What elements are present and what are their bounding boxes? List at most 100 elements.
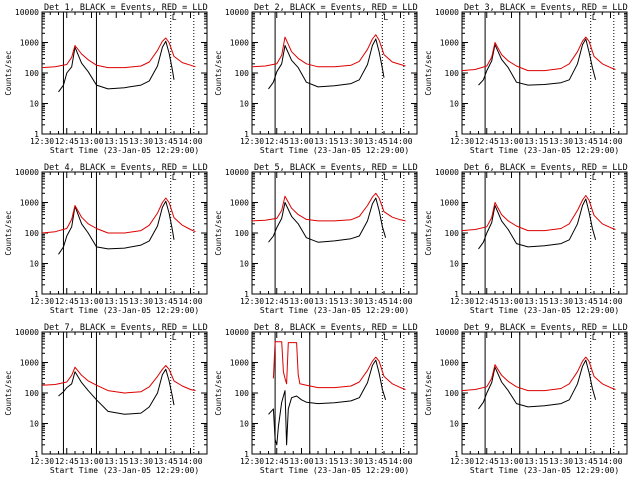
- chart-4-title: Det 4, BLACK = Events, RED = LLD: [44, 163, 208, 173]
- chart-6-ytick-label: 1: [454, 290, 459, 299]
- chart-8-ytick-label: 10: [239, 420, 249, 429]
- chart-2-xtick-label: 13:00: [289, 137, 313, 146]
- chart-7-series-red: [41, 365, 196, 394]
- chart-3-series-black: [478, 38, 597, 86]
- chart-4-ytick-label: 100: [25, 229, 40, 238]
- chart-4-xtick-label: 13:30: [129, 297, 153, 306]
- chart-2-panel: Det 2, BLACK = Events, RED = LLD 1 10 100 10…: [214, 3, 418, 155]
- chart-3-ytick-label: 1000: [440, 39, 459, 48]
- chart-7-xlabel: Start Time (23-Jan-05 12:29:00): [50, 466, 199, 475]
- chart-9-ytick-label: 10: [449, 420, 459, 429]
- chart-6-marker-label: L: [592, 173, 597, 182]
- chart-2-ytick-label: 100: [235, 69, 250, 78]
- chart-7-xtick-label: 12:45: [55, 457, 79, 466]
- chart-8-title: Det 8, BLACK = Events, RED = LLD: [254, 323, 418, 333]
- chart-7-ytick-label: 10000: [15, 328, 39, 337]
- chart-8-ytick-label: 1000: [230, 359, 249, 368]
- chart-8-xtick-label: 13:00: [289, 457, 313, 466]
- chart-3-series-red: [461, 36, 616, 72]
- chart-1-ytick-label: 10: [29, 100, 39, 109]
- chart-5-ytick-label: 10000: [225, 168, 249, 177]
- chart-1-series-red: [41, 37, 196, 69]
- chart-4-xlabel: Start Time (23-Jan-05 12:29:00): [50, 306, 199, 315]
- chart-9-xtick-label: 12:45: [475, 457, 499, 466]
- chart-8-series-red: [272, 341, 406, 390]
- chart-5-marker-label: L: [383, 173, 388, 182]
- chart-5-panel: Det 5, BLACK = Events, RED = LLD 1 10 100 10…: [214, 163, 418, 315]
- chart-7-panel: Det 7, BLACK = Events, RED = LLD 1 10 100 10…: [4, 323, 208, 475]
- chart-1-xtick-label: 13:45: [154, 137, 178, 146]
- chart-3-xtick-label: 13:30: [549, 137, 573, 146]
- chart-8-xtick-label: 12:45: [265, 457, 289, 466]
- chart-8-marker-label: L: [383, 333, 388, 342]
- chart-7-ylabel: Counts/sec: [4, 370, 13, 415]
- chart-2-series-red: [251, 34, 406, 68]
- chart-2-xlabel: Start Time (23-Jan-05 12:29:00): [260, 146, 409, 155]
- chart-2-xtick-label: 14:00: [388, 137, 412, 146]
- chart-5-xtick-label: 13:45: [364, 297, 388, 306]
- chart-5-series-red: [251, 192, 406, 222]
- chart-1-xtick-label: 13:30: [129, 137, 153, 146]
- chart-3-panel: Det 3, BLACK = Events, RED = LLD 1 10 100 10…: [424, 3, 628, 155]
- chart-9-ytick-label: 1: [454, 450, 459, 459]
- chart-9-panel: Det 9, BLACK = Events, RED = LLD 1 10 100 10…: [424, 323, 628, 475]
- chart-8-xtick-label: 12:30: [240, 457, 264, 466]
- chart-5-xtick-label: 12:30: [240, 297, 264, 306]
- chart-7-xtick-label: 14:00: [178, 457, 202, 466]
- chart-1-panel: Det 1, BLACK = Events, RED = LLD 1 10 100 10…: [4, 3, 208, 155]
- chart-1-ytick-label: 10000: [15, 8, 39, 17]
- chart-4-xtick-label: 13:45: [154, 297, 178, 306]
- chart-9-ytick-label: 100: [445, 389, 460, 398]
- chart-8-xtick-label: 13:45: [364, 457, 388, 466]
- chart-9-series-red: [461, 356, 616, 392]
- chart-1-xtick-label: 12:45: [55, 137, 79, 146]
- chart-9-ytick-label: 10000: [435, 328, 459, 337]
- chart-4-ytick-label: 10000: [15, 168, 39, 177]
- chart-6-panel: Det 6, BLACK = Events, RED = LLD 1 10 100 10…: [424, 163, 628, 315]
- chart-6-xtick-label: 12:30: [450, 297, 474, 306]
- chart-5-series-black: [268, 197, 387, 243]
- chart-4-ytick-label: 1000: [20, 199, 39, 208]
- chart-4-xtick-label: 13:15: [104, 297, 128, 306]
- chart-6-xtick-label: 13:00: [499, 297, 523, 306]
- chart-3-xtick-label: 13:45: [574, 137, 598, 146]
- chart-2-ytick-label: 10: [239, 100, 249, 109]
- chart-6-ytick-label: 10: [449, 260, 459, 269]
- chart-9-xtick-label: 12:30: [450, 457, 474, 466]
- chart-7-title: Det 7, BLACK = Events, RED = LLD: [44, 323, 208, 333]
- chart-5-xtick-label: 14:00: [388, 297, 412, 306]
- chart-6-xtick-label: 13:30: [549, 297, 573, 306]
- chart-9-xlabel: Start Time (23-Jan-05 12:29:00): [470, 466, 619, 475]
- chart-3-ytick-label: 100: [445, 69, 460, 78]
- chart-4-series-red: [41, 197, 196, 234]
- chart-5-title: Det 5, BLACK = Events, RED = LLD: [254, 163, 418, 173]
- chart-4-series-black: [58, 200, 175, 255]
- chart-5-xtick-label: 12:45: [265, 297, 289, 306]
- chart-8-xlabel: Start Time (23-Jan-05 12:29:00): [260, 466, 409, 475]
- chart-2-ytick-label: 1: [244, 130, 249, 139]
- chart-1-xtick-label: 13:15: [104, 137, 128, 146]
- chart-7-ytick-label: 1000: [20, 359, 39, 368]
- chart-3-xlabel: Start Time (23-Jan-05 12:29:00): [470, 146, 619, 155]
- chart-6-series-black: [478, 198, 597, 250]
- chart-9-ytick-label: 1000: [440, 359, 459, 368]
- chart-1-xtick-label: 14:00: [178, 137, 202, 146]
- chart-9-series-black: [478, 359, 597, 410]
- chart-8-series-black: [268, 359, 387, 446]
- chart-1-xlabel: Start Time (23-Jan-05 12:29:00): [50, 146, 199, 155]
- chart-1-xtick-label: 12:30: [30, 137, 54, 146]
- chart-5-xlabel: Start Time (23-Jan-05 12:29:00): [260, 306, 409, 315]
- chart-6-xtick-label: 13:15: [524, 297, 548, 306]
- chart-6-xlabel: Start Time (23-Jan-05 12:29:00): [470, 306, 619, 315]
- chart-5-ytick-label: 1000: [230, 199, 249, 208]
- chart-6-xtick-label: 14:00: [598, 297, 622, 306]
- chart-6-ytick-label: 100: [445, 229, 460, 238]
- chart-9-marker-label: L: [592, 333, 597, 342]
- chart-6-xtick-label: 12:45: [475, 297, 499, 306]
- chart-1-marker-label: L: [172, 13, 177, 22]
- chart-3-xtick-label: 12:30: [450, 137, 474, 146]
- chart-5-frame: [251, 171, 418, 295]
- chart-7-xtick-label: 13:45: [154, 457, 178, 466]
- chart-6-xtick-label: 13:45: [574, 297, 598, 306]
- chart-3-xtick-label: 13:15: [524, 137, 548, 146]
